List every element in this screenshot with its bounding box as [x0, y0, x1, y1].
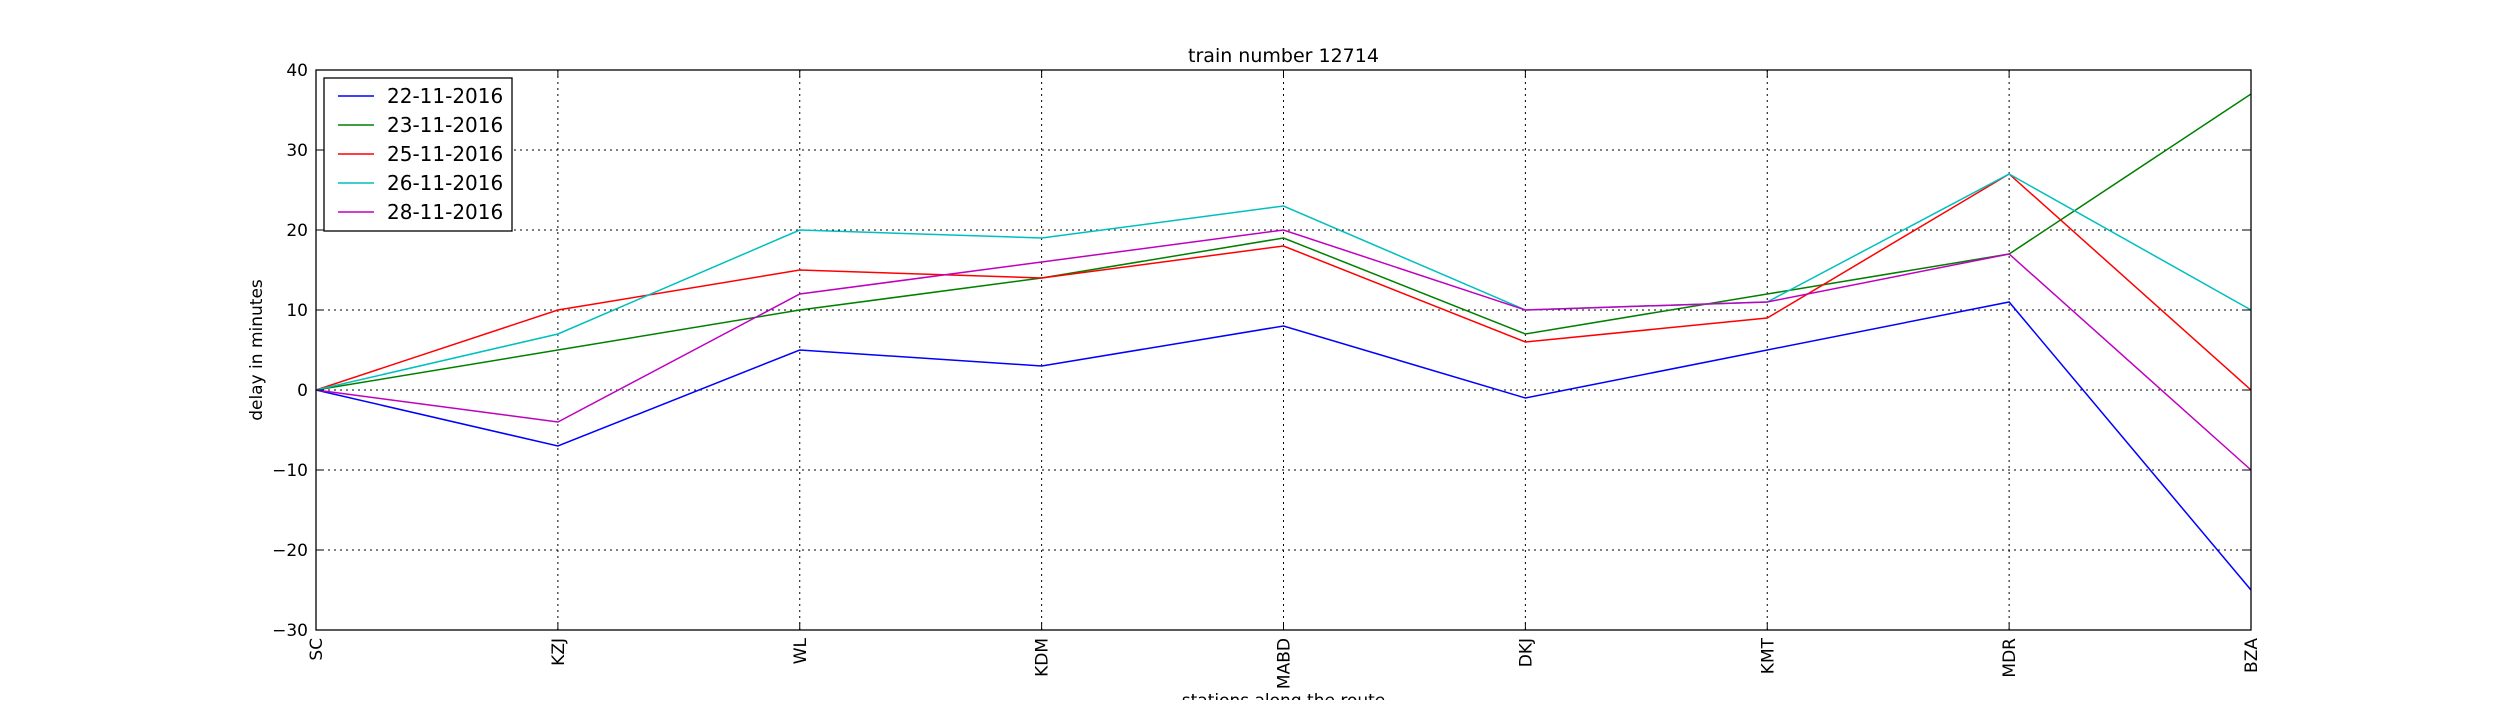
x-tick-label: KZJ — [549, 638, 569, 666]
series-line-26-11-2016 — [315, 173, 2252, 391]
series-lines — [315, 93, 2252, 591]
y-axis-ticks: −30 −20 −10 0 10 20 30 40 — [272, 61, 2251, 641]
x-tick-label: KMT — [1758, 637, 1778, 674]
x-axis-title: stations along the route — [1182, 691, 1386, 700]
y-tick-label: 30 — [286, 141, 308, 161]
y-tick-label: 20 — [286, 221, 308, 241]
chart-title: train number 12714 — [1188, 45, 1379, 67]
y-tick-label: 40 — [286, 61, 308, 81]
series-line-23-11-2016 — [315, 93, 2252, 391]
x-tick-label: WL — [791, 637, 811, 664]
x-tick-label: DKJ — [1516, 638, 1536, 667]
series-line-25-11-2016 — [315, 173, 2252, 391]
y-tick-label: −10 — [272, 461, 308, 481]
x-tick-label: KDM — [1033, 638, 1053, 677]
x-tick-label: MABD — [1275, 638, 1295, 689]
x-tick-label: MDR — [2000, 638, 2020, 678]
legend: 22-11-2016 23-11-2016 25-11-2016 26-11-2016… — [323, 77, 513, 232]
grid-lines — [316, 70, 2251, 630]
legend-label: 26-11-2016 — [387, 171, 503, 195]
legend-label: 22-11-2016 — [387, 84, 503, 108]
y-tick-label: 0 — [297, 381, 308, 401]
series-line-28-11-2016 — [315, 229, 2252, 471]
y-tick-label: −20 — [272, 541, 308, 561]
y-tick-label: 10 — [286, 301, 308, 321]
x-axis-ticks: SC KZJ WL KDM MABD DKJ KMT MDR BZA — [307, 70, 2262, 689]
series-line-22-11-2016 — [315, 301, 2252, 591]
y-tick-label: −30 — [272, 621, 308, 641]
legend-label: 25-11-2016 — [387, 142, 503, 166]
legend-label: 23-11-2016 — [387, 113, 503, 137]
x-tick-label: SC — [307, 638, 327, 661]
x-tick-label: BZA — [2242, 638, 2262, 673]
legend-label: 28-11-2016 — [387, 200, 503, 224]
y-axis-title: delay in minutes — [247, 279, 267, 421]
